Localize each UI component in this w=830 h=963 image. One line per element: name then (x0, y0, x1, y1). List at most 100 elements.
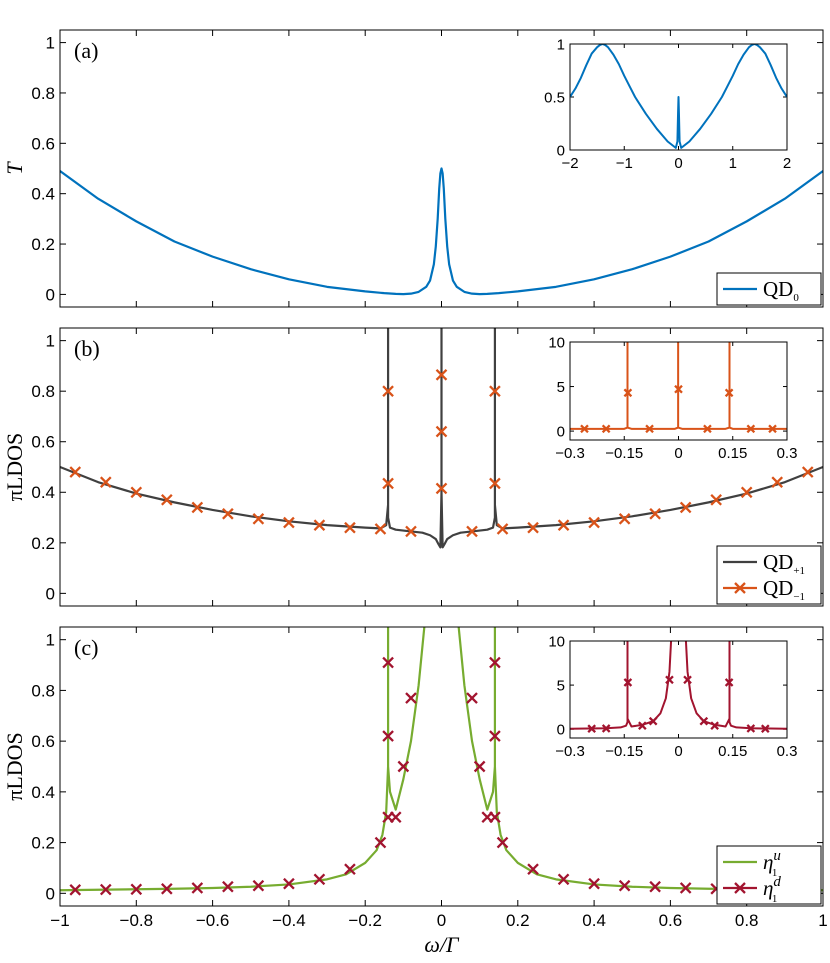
x-tick-label: −0.3 (555, 445, 585, 462)
data-point (435, 482, 448, 495)
panel-label: (b) (74, 336, 100, 361)
y-tick-label: 10 (548, 334, 565, 351)
data-point (489, 811, 501, 824)
legend: QD0 (716, 272, 822, 306)
data-point (99, 476, 112, 488)
x-tick-label: −1 (616, 155, 633, 172)
y-tick-label: 10 (548, 633, 565, 650)
legend-label-main: η (763, 850, 773, 874)
y-tick-label: 0.4 (31, 185, 55, 204)
y-tick-label: 0.6 (31, 433, 55, 452)
data-point (557, 873, 570, 886)
data-point (527, 863, 539, 876)
data-point (466, 692, 478, 704)
x-tick-label: 0 (674, 155, 682, 172)
series-group (60, 627, 823, 896)
y-tick-label: 0.6 (31, 732, 55, 751)
data-point (344, 863, 356, 876)
x-tick-label: 1 (729, 155, 737, 172)
data-point (771, 476, 784, 488)
y-tick-label: 0 (557, 142, 565, 159)
data-point (374, 836, 387, 849)
data-point (648, 716, 658, 726)
x-tick-label: −0.4 (272, 911, 306, 930)
inset-b: 0 5 10 −0.3 −0.15 0 0.15 0.3 (548, 334, 797, 462)
inset-a: 0 0.5 1 −2 −1 0 1 2 (544, 36, 791, 172)
data-point (69, 466, 82, 478)
data-point (618, 879, 631, 892)
data-point (665, 675, 674, 685)
legend-box (716, 845, 822, 905)
data-point (710, 494, 722, 506)
data-point (283, 877, 295, 890)
inset-background (570, 641, 787, 738)
data-point (645, 424, 654, 434)
inset-frame (569, 640, 788, 739)
x-tick-label: 1 (818, 911, 827, 930)
data-point (489, 730, 501, 742)
x-tick-label: −2 (561, 155, 578, 172)
data-point (674, 384, 683, 394)
data-point (374, 523, 387, 535)
data-point (382, 730, 394, 742)
legend: QD+1QD−1 (716, 545, 822, 605)
data-point (724, 678, 734, 687)
data-point (496, 523, 509, 535)
y-tick-label: 0 (46, 884, 55, 903)
data-point (313, 519, 326, 531)
y-tick-label: 0.8 (31, 382, 55, 401)
data-point (649, 880, 661, 893)
legend-label-sup: u (773, 848, 781, 864)
x-tick-label: 0.15 (718, 445, 747, 462)
data-point (489, 656, 501, 669)
data-point (473, 760, 486, 773)
x-tick-label: 0.3 (777, 743, 798, 760)
x-axis-label: ω/Γ (424, 932, 460, 957)
y-tick-label: 0 (46, 285, 55, 304)
data-point (746, 724, 756, 733)
data-point (252, 879, 265, 892)
data-point (130, 883, 143, 896)
data-point (746, 424, 756, 434)
data-point (760, 724, 770, 734)
data-point (588, 877, 600, 890)
series-group (60, 167, 823, 296)
legend-label: ηu 1 (763, 848, 781, 879)
data-point (222, 507, 234, 520)
inset-frame (569, 341, 788, 441)
legend-label: QD−1 (763, 576, 805, 603)
x-tick-label: −1 (50, 911, 69, 930)
panel-label: (c) (74, 635, 98, 660)
data-point (489, 385, 501, 397)
x-tick-label: 0.4 (582, 911, 606, 930)
data-point (699, 716, 709, 726)
data-point (557, 519, 570, 531)
series-line (60, 627, 823, 892)
data-point (587, 724, 597, 734)
x-tick-label: 0 (437, 911, 446, 930)
y-tick-label: 0 (557, 721, 565, 738)
data-point (161, 882, 173, 895)
x-tick-label: −0.15 (605, 743, 643, 760)
axes-frame (59, 626, 824, 907)
data-point (710, 721, 719, 730)
data-point (580, 424, 589, 434)
y-axis-label: πLDOS (2, 433, 27, 502)
y-tick-label: 1 (557, 36, 565, 53)
legend-marker (734, 882, 746, 894)
inset-c: 0 5 10 −0.3 −0.15 0 0.15 0.3 (548, 633, 798, 760)
legend-marker (734, 582, 746, 594)
axes-frame (59, 29, 824, 308)
data-point (382, 477, 394, 490)
y-tick-label: 0.4 (31, 483, 55, 502)
legend-box (716, 545, 822, 605)
axes-frame (59, 327, 824, 607)
legend-label-main: QD (763, 550, 793, 574)
series-line (570, 641, 787, 730)
y-axis-label: πLDOS (2, 732, 27, 801)
data-point (489, 477, 501, 490)
data-point (344, 521, 356, 534)
x-tick-label: 0.15 (718, 743, 747, 760)
x-tick-label: −0.8 (120, 911, 154, 930)
inset-frame (569, 43, 788, 151)
